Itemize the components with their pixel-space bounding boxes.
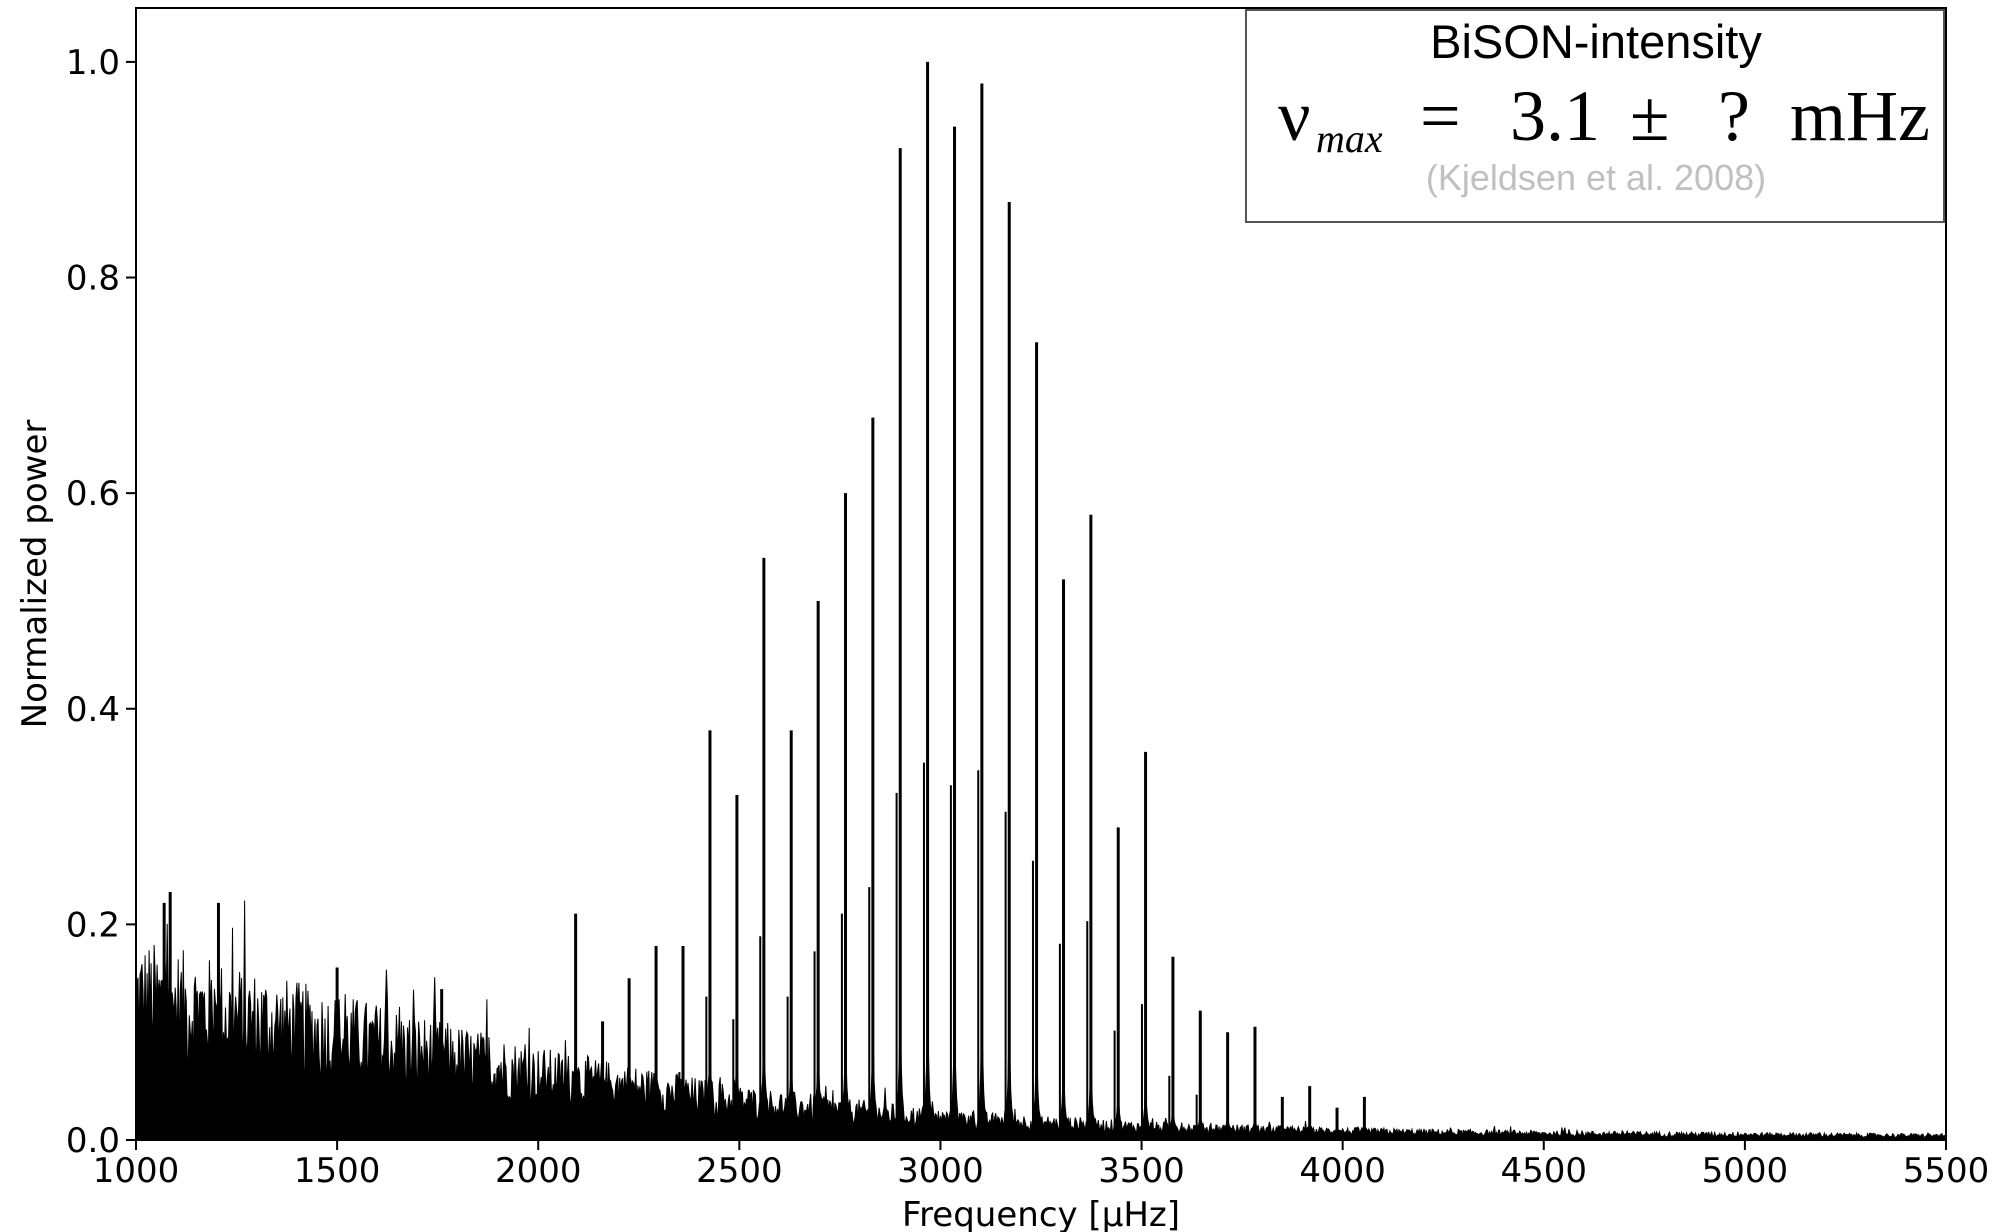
legend-unit: mHz: [1790, 76, 1930, 156]
y-tick-label: 0.8: [66, 259, 120, 299]
y-tick-label: 0.6: [66, 474, 120, 514]
legend-plus-minus: ±: [1630, 76, 1670, 156]
y-axis-label: Normalized power: [15, 420, 55, 729]
x-tick-label: 5000: [1702, 1151, 1789, 1191]
x-tick-label: 1500: [294, 1151, 381, 1191]
x-axis-label: Frequency [μHz]: [902, 1195, 1180, 1232]
plot-frame: [135, 7, 1947, 1141]
x-tick-label: 3500: [1098, 1151, 1185, 1191]
legend-nu-subscript: max: [1316, 116, 1383, 161]
spectrum-noise-area: [135, 900, 1947, 1141]
legend-equals: =: [1420, 76, 1461, 156]
y-tick-label: 0.2: [66, 905, 120, 945]
legend-box: BiSON-intensity ν max = 3.1 ± ? mHz (Kje…: [1245, 9, 1945, 223]
y-tick-label: 0.4: [66, 690, 120, 730]
x-tick-label: 1000: [93, 1151, 180, 1191]
legend-frame: [1245, 9, 1945, 223]
legend-reference: (Kjeldsen et al. 2008): [1426, 157, 1766, 198]
x-tick-label: 2000: [495, 1151, 582, 1191]
legend-title: BiSON-intensity: [1430, 15, 1762, 68]
x-tick-label: 4000: [1299, 1151, 1386, 1191]
legend-nu-symbol: ν: [1278, 76, 1311, 156]
y-axis: 0.0 0.2 0.4 0.6 0.8 1.0: [66, 43, 136, 1161]
x-tick-label: 4500: [1501, 1151, 1588, 1191]
y-tick-label: 0.0: [66, 1121, 120, 1161]
x-tick-label: 3000: [897, 1151, 984, 1191]
legend-value: 3.1: [1510, 76, 1600, 156]
x-tick-label: 5500: [1903, 1151, 1990, 1191]
x-tick-label: 2500: [696, 1151, 783, 1191]
y-tick-label: 1.0: [66, 43, 120, 83]
x-axis: 1000 1500 2000 2500 3000 3500 4000 4500 5000 5500: [93, 1140, 1990, 1191]
legend-uncertainty: ?: [1718, 76, 1750, 156]
spectrum-series: [135, 61, 1947, 1141]
